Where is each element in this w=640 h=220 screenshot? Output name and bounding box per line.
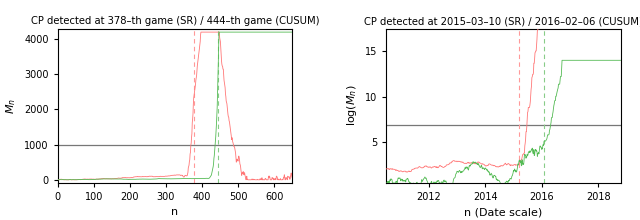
Title: CP detected at 378–th game (SR) / 444–th game (CUSUM): CP detected at 378–th game (SR) / 444–th… (31, 16, 319, 26)
X-axis label: n (Date scale): n (Date scale) (465, 207, 543, 217)
Title: CP detected at 2015–03–10 (SR) / 2016–02–06 (CUSUM): CP detected at 2015–03–10 (SR) / 2016–02… (364, 16, 640, 26)
Y-axis label: $M_n$: $M_n$ (4, 98, 19, 114)
Y-axis label: $\log(M_n)$: $\log(M_n)$ (345, 85, 359, 126)
X-axis label: n: n (172, 207, 179, 217)
